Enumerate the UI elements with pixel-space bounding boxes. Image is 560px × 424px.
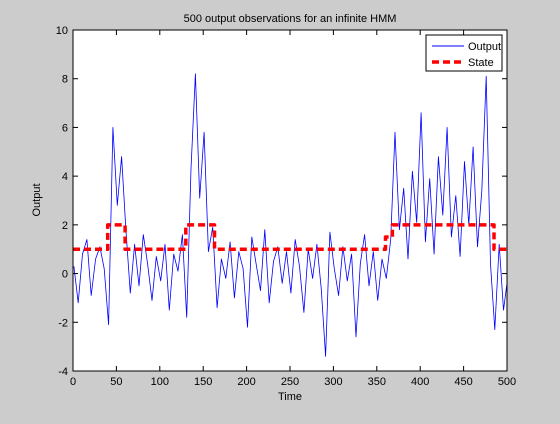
x-axis: 0 50 100 150 200 250 300 350 400 450 500 bbox=[70, 30, 516, 388]
legend-label-state: State bbox=[468, 57, 494, 69]
y-axis-label: Output bbox=[31, 183, 43, 216]
series-line-state bbox=[73, 223, 507, 251]
y-tick-label: 6 bbox=[62, 122, 68, 134]
y-axis: -4 -2 0 2 4 6 8 10 bbox=[56, 25, 507, 378]
y-tick-label: 2 bbox=[62, 220, 68, 232]
y-tick-label: 0 bbox=[62, 269, 68, 281]
y-tick-label: 10 bbox=[56, 25, 68, 37]
x-tick-label: 250 bbox=[281, 376, 299, 388]
x-tick-label: 100 bbox=[151, 376, 169, 388]
chart-title: 500 output observations for an infinite … bbox=[184, 13, 397, 25]
x-axis-label: Time bbox=[278, 391, 302, 403]
x-tick-label: 300 bbox=[324, 376, 342, 388]
plot-area bbox=[73, 30, 507, 371]
x-tick-label: 400 bbox=[411, 376, 429, 388]
x-tick-label: 350 bbox=[368, 376, 386, 388]
x-tick-label: 150 bbox=[194, 376, 212, 388]
x-tick-label: 0 bbox=[70, 376, 76, 388]
legend: Output State bbox=[425, 34, 503, 72]
x-tick-label: 50 bbox=[110, 376, 122, 388]
y-tick-label: 8 bbox=[62, 74, 68, 86]
y-tick-label: -4 bbox=[58, 366, 68, 378]
legend-label-output: Output bbox=[468, 41, 501, 53]
x-tick-label: 450 bbox=[454, 376, 472, 388]
x-tick-label: 200 bbox=[237, 376, 255, 388]
x-tick-label: 500 bbox=[498, 376, 516, 388]
y-tick-label: 4 bbox=[62, 171, 68, 183]
series-line-output bbox=[73, 73, 508, 357]
legend-box bbox=[425, 34, 503, 72]
series-layer bbox=[73, 73, 508, 357]
y-tick-label: -2 bbox=[58, 317, 68, 329]
